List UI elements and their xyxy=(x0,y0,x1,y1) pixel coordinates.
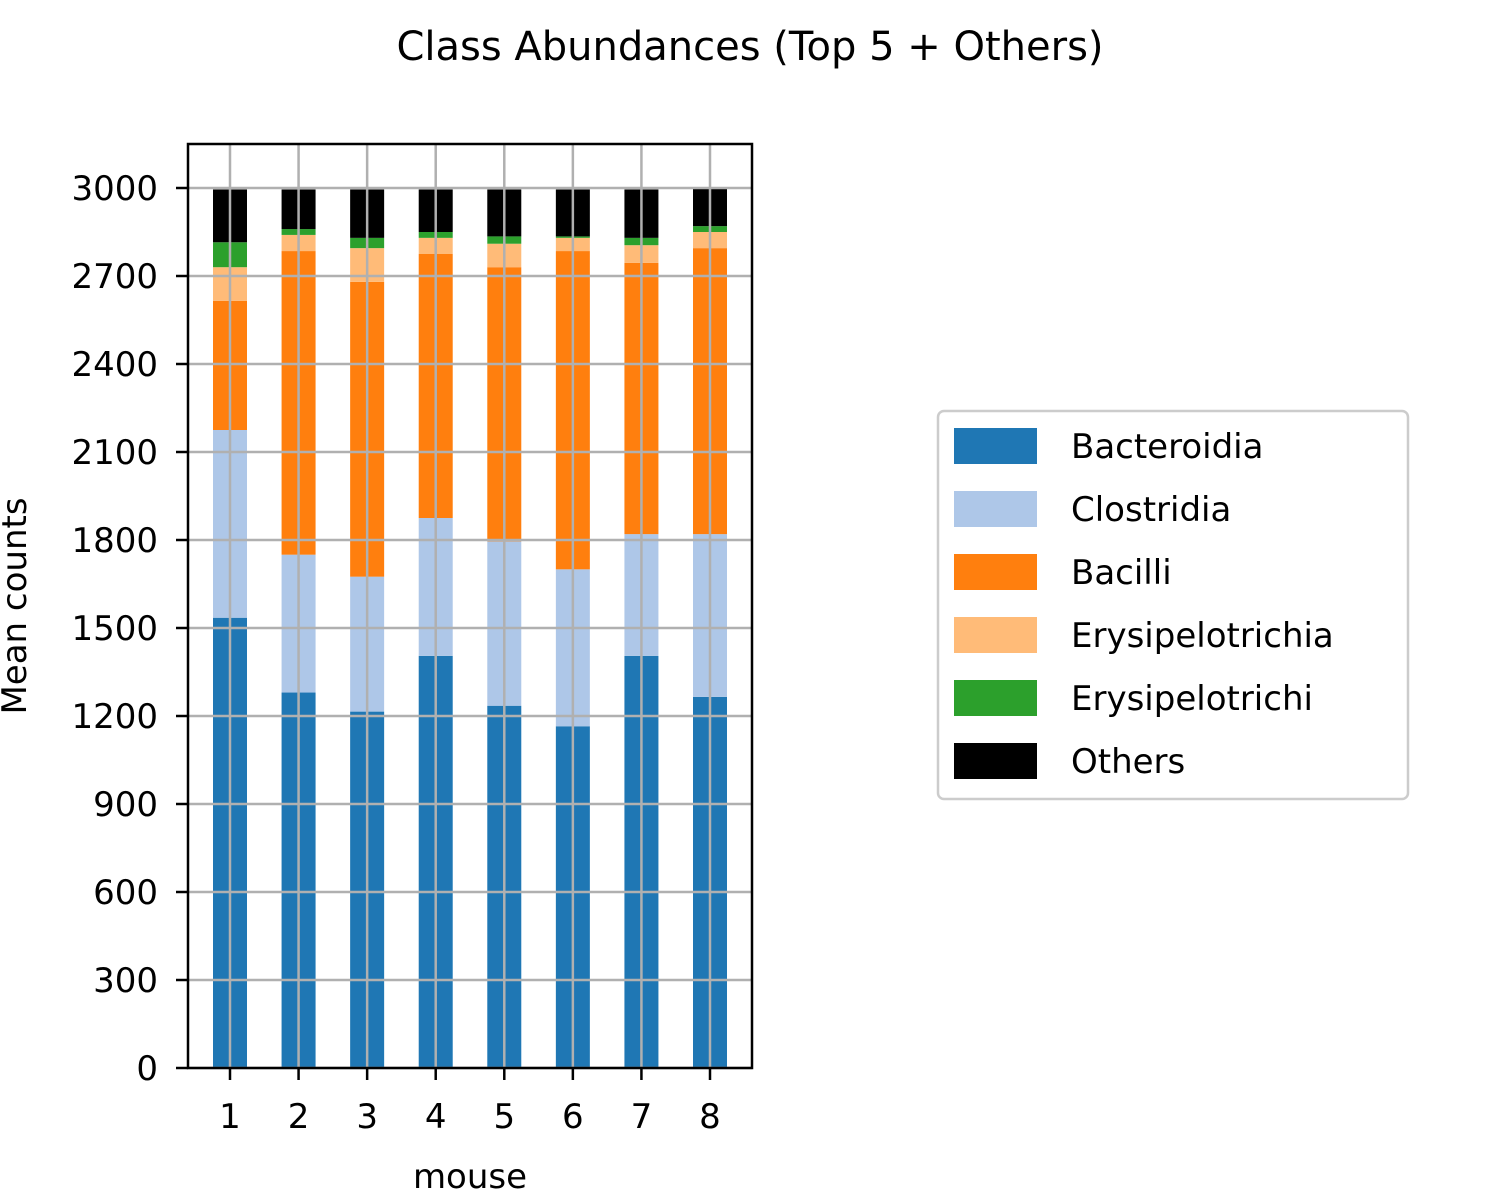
legend-swatch xyxy=(954,491,1037,527)
y-tick-label: 0 xyxy=(136,1049,158,1089)
legend-item: Erysipelotrichi xyxy=(954,679,1313,719)
legend-swatch xyxy=(954,617,1037,653)
legend-label: Clostridia xyxy=(1071,490,1231,530)
legend-label: Erysipelotrichi xyxy=(1071,679,1313,719)
y-tick-label: 2700 xyxy=(71,257,158,297)
legend-swatch xyxy=(954,428,1037,464)
series-erysipelotrichia xyxy=(213,232,727,301)
legend-item: Bacteroidia xyxy=(954,427,1263,467)
y-tick-label: 3000 xyxy=(71,169,158,209)
legend-box xyxy=(936,409,1410,801)
x-axis-label: mouse xyxy=(413,1157,527,1197)
legend-item: Clostridia xyxy=(954,490,1231,530)
x-tick-label: 7 xyxy=(631,1097,653,1137)
series-bacilli xyxy=(213,248,727,577)
y-tick-label: 600 xyxy=(93,873,158,913)
legend-label: Others xyxy=(1071,742,1185,782)
x-tick-label: 3 xyxy=(356,1097,378,1137)
legend-item: Bacilli xyxy=(954,553,1172,593)
chart-title: Class Abundances (Top 5 + Others) xyxy=(396,24,1103,70)
plot-area: 0 300 600 900 1200 1500 1800 2100 2400 2700 3000 1 2… xyxy=(71,142,754,1137)
x-tick-label: 6 xyxy=(562,1097,584,1137)
legend: Bacteroidia Clostridia Bacilli Erysipelotri… xyxy=(936,409,1410,801)
legend-swatch xyxy=(954,743,1037,779)
y-axis-label: Mean counts xyxy=(0,497,35,714)
y-tick-label: 300 xyxy=(93,961,158,1001)
y-tick-label: 2100 xyxy=(71,433,158,473)
y-tick-label: 2400 xyxy=(71,345,158,385)
legend-item: Erysipelotrichia xyxy=(954,616,1334,656)
y-tick-label: 1500 xyxy=(71,609,158,649)
y-tick-label: 900 xyxy=(93,785,158,825)
x-tick-label: 1 xyxy=(219,1097,241,1137)
legend-label: Bacteroidia xyxy=(1071,427,1263,467)
x-tick-label: 2 xyxy=(288,1097,310,1137)
y-tick-label: 1800 xyxy=(71,521,158,561)
x-tick-label: 5 xyxy=(493,1097,515,1137)
y-tick-label: 1200 xyxy=(71,697,158,737)
legend-item: Others xyxy=(954,742,1185,782)
axes-frame xyxy=(186,142,754,1070)
legend-swatch xyxy=(954,554,1037,590)
x-tick-label: 8 xyxy=(699,1097,721,1137)
legend-label: Erysipelotrichia xyxy=(1071,616,1334,656)
x-tick-label: 4 xyxy=(425,1097,447,1137)
legend-label: Bacilli xyxy=(1071,553,1172,593)
legend-swatch xyxy=(954,680,1037,716)
